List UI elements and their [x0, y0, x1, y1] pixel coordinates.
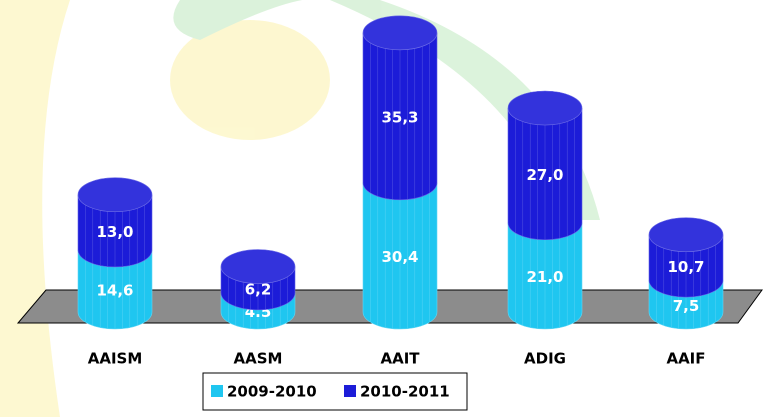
value-label: 13,0 [96, 223, 133, 241]
bar-cap [77, 177, 153, 212]
bar-cap [507, 90, 583, 126]
legend-swatch [211, 385, 223, 397]
legend-label: 2010-2011 [360, 383, 450, 401]
x-tick-label: AASM [234, 350, 283, 368]
logo-shape [170, 20, 330, 140]
legend-label: 2009-2010 [227, 383, 317, 401]
value-label: 14,6 [96, 282, 133, 300]
value-label: 7,5 [673, 297, 700, 315]
value-label: 10,7 [667, 258, 704, 276]
value-label: 21,0 [526, 268, 563, 286]
legend-swatch [344, 385, 356, 397]
x-tick-label: ADIG [524, 350, 566, 368]
value-label: 30,4 [381, 248, 418, 266]
bar-cap [362, 15, 438, 51]
legend [202, 372, 468, 411]
value-label: 27,0 [526, 166, 563, 184]
value-label: 6,2 [245, 280, 272, 298]
value-label: 35,3 [381, 108, 418, 126]
x-tick-label: AAIF [666, 350, 705, 368]
x-tick-label: AAIT [380, 350, 420, 368]
logo-shape [173, 0, 330, 40]
bar-cap [220, 249, 296, 284]
x-tick-label: AAISM [88, 350, 143, 368]
bar-cap [648, 217, 724, 252]
logo-shape [0, 0, 70, 417]
